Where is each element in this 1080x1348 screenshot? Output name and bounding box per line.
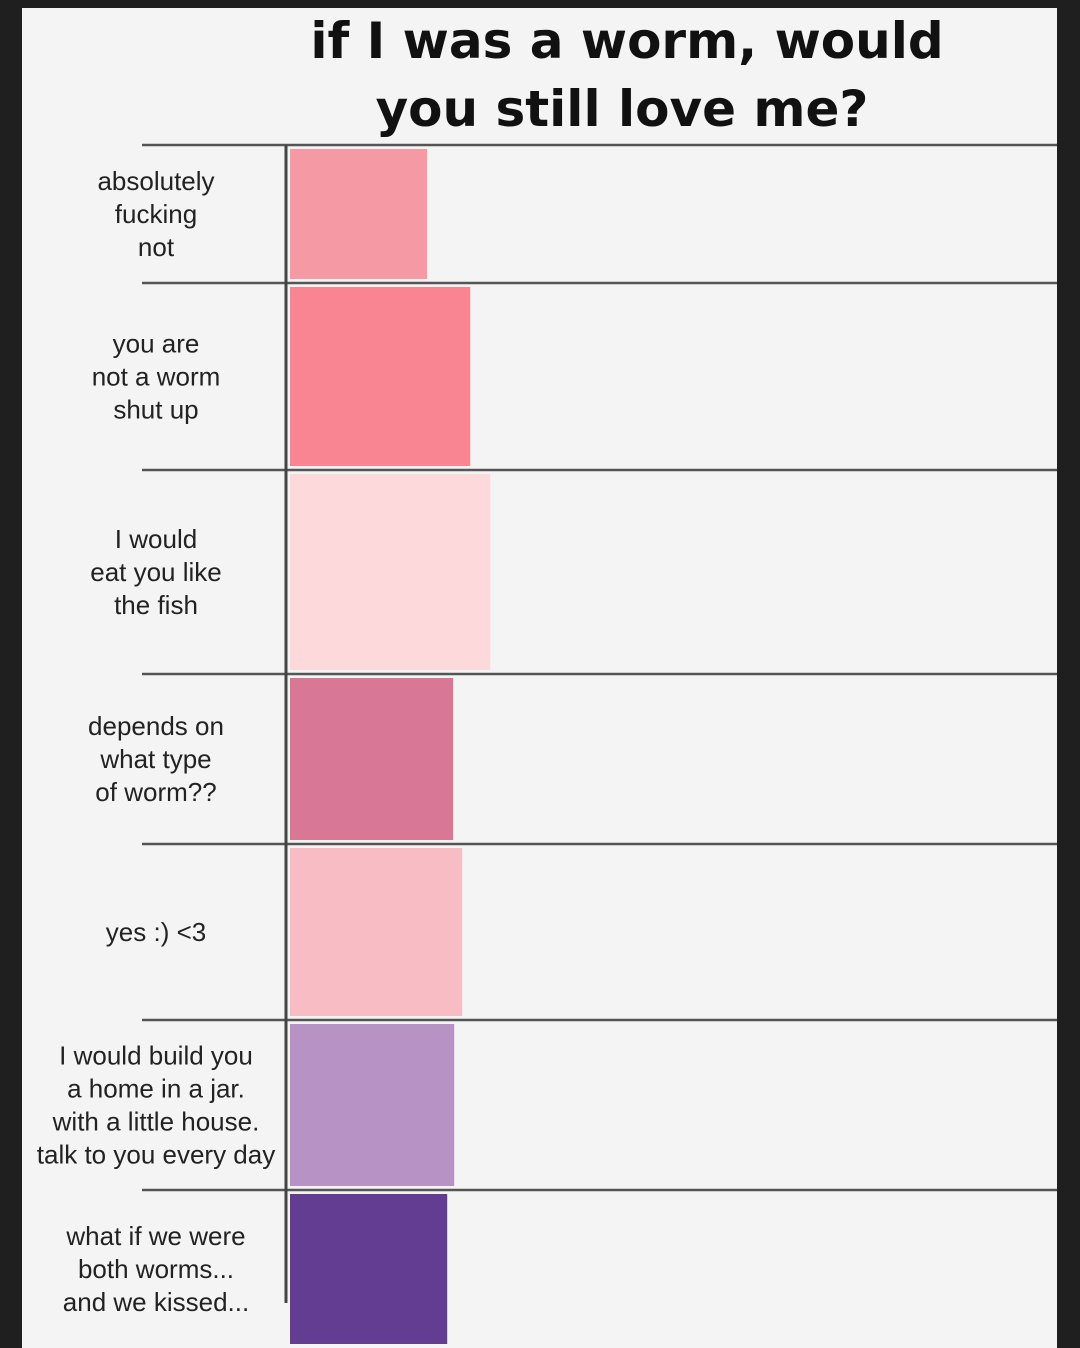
chart-title: if I was a worm, would you still love me? [310,12,943,138]
bar-6 [290,1024,455,1186]
category-label-4: depends on what type of worm?? [88,711,224,807]
category-label-1: absolutely fucking not [97,166,214,262]
category-label-2: you are not a worm shut up [92,329,221,425]
tier-bar-chart: if I was a worm, would you still love me?… [37,12,1057,1344]
title-line-1: if I was a worm, would [310,12,943,70]
category-label-3: I would eat you like the fish [90,524,222,620]
bar-7 [290,1194,448,1344]
category-labels: absolutely fucking not you are not a worm shu… [37,166,275,1317]
bar-2 [290,287,471,466]
bar-4 [290,678,454,840]
bar-3 [290,474,491,670]
bar-5 [290,848,463,1016]
bar-1 [290,149,428,279]
category-label-5: yes :) <3 [106,917,206,947]
category-label-7: what if we were both worms... and we kisse… [63,1221,249,1317]
row-gridlines [142,143,1057,1192]
bars [290,149,491,1344]
category-label-6: I would build you a home in a jar. with a … [37,1041,275,1170]
chart-page: if I was a worm, would you still love me?… [22,8,1057,1348]
title-line-2: you still love me? [376,80,869,138]
